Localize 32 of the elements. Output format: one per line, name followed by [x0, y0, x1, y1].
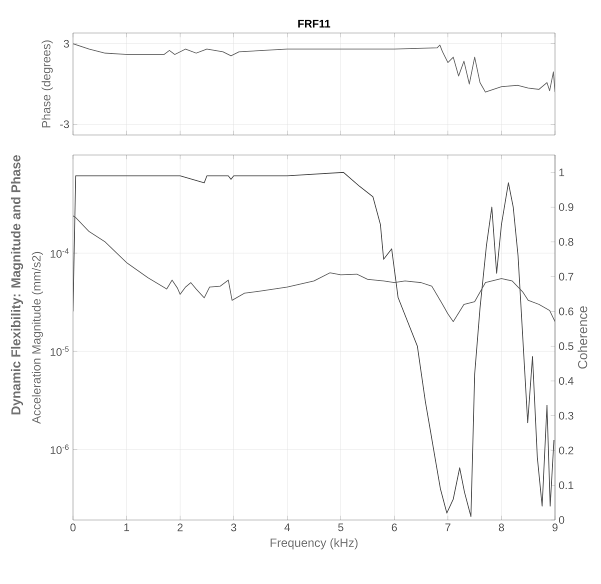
- x-tick-label: 4: [284, 524, 290, 532]
- y2-tick-label: 0.2: [558, 446, 574, 454]
- y2-tick-label: 0.8: [558, 238, 574, 246]
- y-tick-label: 10$^{-5}$: [50, 346, 69, 356]
- y2-tick-label: 0.5: [558, 342, 574, 350]
- x-axis-title: Frequency (kHz): [270, 538, 358, 550]
- y2-tick-label: 0.7: [558, 272, 574, 281]
- x-tick-label: 5: [338, 524, 344, 532]
- y-tick-label: 10$^{-6}$: [50, 444, 69, 454]
- y2-tick-label: 0.1: [558, 481, 574, 490]
- x-tick-label: 2: [178, 524, 183, 532]
- x-tick-label: 1: [124, 524, 130, 532]
- y-axis-title: Acceleration Magnitude (mm/s2): [32, 252, 44, 424]
- y2-tick-label: 1: [559, 168, 564, 176]
- y2-axis-title: Coherence: [578, 306, 588, 369]
- y-tick-label: 10$^{-4}$: [50, 248, 69, 258]
- y2-tick-label: 0.4: [558, 377, 574, 385]
- y2-tick-label: 0.9: [558, 203, 574, 212]
- x-tick-label: 0: [70, 524, 76, 532]
- y2-tick-label: 0: [558, 516, 564, 524]
- y2-tick-label: 0.3: [558, 412, 574, 420]
- y-axis-title: Phase (degrees): [42, 40, 53, 128]
- chart-title: FRF11: [298, 20, 330, 28]
- x-tick-label: 8: [498, 524, 504, 532]
- y-tick-label: 3: [64, 40, 69, 48]
- x-tick-label: 3: [231, 524, 236, 532]
- x-tick-label: 6: [392, 524, 397, 532]
- y2-tick-label: 0.6: [558, 308, 574, 316]
- x-tick-label: 9: [552, 524, 558, 532]
- x-tick-label: 7: [445, 524, 450, 532]
- y-tick-label: -3: [60, 120, 69, 128]
- text: Dynamic Flexibility: Magnitude and Phase: [10, 155, 24, 414]
